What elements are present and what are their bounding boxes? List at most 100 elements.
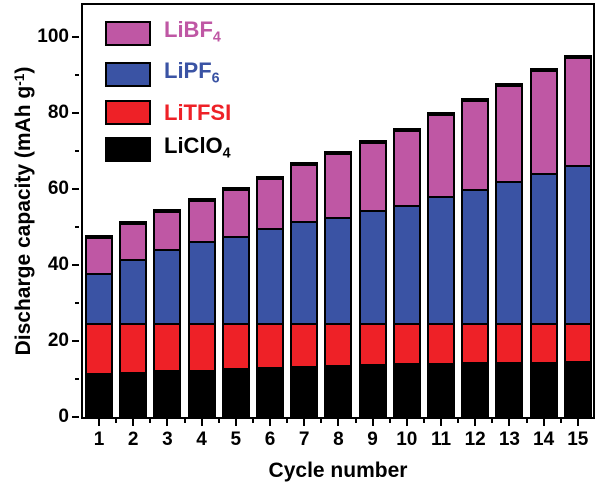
x-tick-label-5: 5 [230, 429, 242, 450]
legend-swatch-LiTFSI [105, 99, 151, 125]
y-major-tick-0 [72, 416, 79, 418]
bar-segment-LiClO4-cycle-11 [429, 362, 453, 417]
bar-segment-LiPF6-cycle-14 [531, 172, 556, 324]
bar-segment-LiBF4-cycle-4 [189, 200, 214, 242]
y-minor-tick-30 [75, 302, 79, 304]
x-major-tick-3 [166, 419, 169, 426]
y-major-tick-40 [72, 264, 79, 266]
bar-segment-LiBF4-cycle-11 [429, 113, 453, 197]
bar-cycle-13 [495, 82, 524, 417]
plot-area: 0 20 40 60 80 100 1 2 3 4 5 6 7 8 9 10 11 12 13 14 15 LiBF4 L… [37, 3, 595, 450]
bar-segment-LiClO4-cycle-3 [155, 370, 180, 417]
bar-segment-LiBF4-cycle-15 [565, 57, 590, 165]
bar-segment-LiTFSI-cycle-8 [326, 323, 351, 365]
legend-swatch-LiClO4 [105, 136, 151, 162]
x-tick-label-6: 6 [264, 429, 276, 450]
bar-cycle-3 [153, 209, 182, 417]
legend-label-main-LiClO4: LiClO [164, 132, 223, 158]
y-major-tick-100 [72, 36, 79, 38]
x-major-tick-14 [542, 419, 545, 426]
y-tick-label-80: 80 [47, 102, 69, 123]
x-minor-tick-9 [388, 419, 391, 423]
x-tick-label-12: 12 [464, 429, 486, 450]
x-major-tick-10 [405, 419, 408, 426]
bar-segment-LiTFSI-cycle-10 [394, 323, 419, 364]
bar-cycle-5 [221, 187, 250, 417]
y-minor-tick-90 [75, 74, 79, 76]
legend-label-main-LiTFSI: LiTFSI [164, 99, 232, 125]
bar-segment-LiClO4-cycle-8 [326, 364, 351, 417]
bar-segment-LiTFSI-cycle-1 [87, 323, 111, 373]
bar-segment-LiClO4-cycle-5 [223, 367, 248, 417]
y-tick-label-100: 100 [37, 26, 69, 47]
x-tick-label-9: 9 [367, 429, 378, 450]
x-major-tick-7 [303, 419, 306, 426]
legend-row-LiTFSI: LiTFSI [105, 99, 232, 125]
y-tick-label-0: 0 [58, 406, 69, 427]
bar-segment-LiTFSI-cycle-15 [565, 323, 590, 362]
x-major-tick-8 [337, 419, 340, 426]
bar-segment-LiTFSI-cycle-12 [463, 323, 488, 363]
bar-segment-LiTFSI-cycle-7 [292, 323, 317, 367]
x-minor-tick-4 [217, 419, 220, 423]
bar-segment-LiPF6-cycle-10 [394, 204, 419, 324]
x-major-tick-1 [98, 419, 100, 426]
bar-segment-LiClO4-cycle-14 [531, 361, 556, 417]
x-tick-label-1: 1 [93, 429, 105, 450]
bar-cycle-4 [187, 198, 216, 417]
y-minor-tick-70 [75, 150, 79, 152]
bar-segment-LiBF4-cycle-1 [87, 236, 111, 273]
y-axis-title-superscript: -1 [12, 73, 27, 86]
bar-segment-LiTFSI-cycle-14 [531, 323, 556, 362]
legend-label-subscript-LiClO4: 4 [222, 144, 231, 161]
bar-segment-LiBF4-cycle-6 [258, 178, 282, 229]
bar-segment-LiClO4-cycle-12 [463, 362, 488, 417]
bar-cycle-12 [461, 98, 490, 417]
bar-segment-LiPF6-cycle-15 [565, 164, 590, 324]
bar-segment-LiClO4-cycle-4 [189, 369, 214, 417]
bar-segment-LiClO4-cycle-9 [360, 363, 385, 417]
bar-segment-LiClO4-cycle-10 [394, 363, 419, 417]
bar-segment-LiBF4-cycle-13 [497, 84, 522, 181]
x-minor-tick-5 [251, 419, 254, 423]
y-major-tick-60 [72, 188, 79, 190]
legend-swatch-LiBF4 [105, 21, 151, 47]
bar-segment-LiTFSI-cycle-6 [258, 323, 282, 367]
x-minor-tick-3 [183, 419, 186, 423]
x-major-tick-9 [371, 419, 374, 426]
x-tick-label-7: 7 [298, 429, 310, 450]
bar-segment-LiTFSI-cycle-13 [497, 323, 522, 362]
x-major-tick-6 [269, 419, 271, 426]
bar-cycle-7 [290, 162, 319, 417]
bar-segment-LiPF6-cycle-4 [189, 241, 214, 324]
legend-label-subscript-LiBF4: 4 [212, 29, 221, 46]
bar-segment-LiTFSI-cycle-3 [155, 323, 180, 371]
bar-cycle-11 [427, 111, 455, 417]
bar-segment-LiPF6-cycle-13 [497, 180, 522, 324]
bar-cycle-15 [563, 55, 592, 417]
bar-segment-LiPF6-cycle-8 [326, 217, 351, 324]
x-major-tick-15 [576, 419, 579, 426]
bar-segment-LiTFSI-cycle-4 [189, 323, 214, 370]
bar-segment-LiPF6-cycle-11 [429, 196, 453, 324]
bar-segment-LiBF4-cycle-3 [155, 211, 180, 249]
bar-segment-LiClO4-cycle-6 [258, 366, 282, 417]
x-minor-tick-6 [286, 419, 289, 423]
bar-cycle-14 [529, 67, 558, 417]
bar-segment-LiTFSI-cycle-9 [360, 323, 385, 364]
x-tick-label-14: 14 [533, 429, 555, 450]
bar-cycle-1 [85, 234, 113, 417]
bar-segment-LiPF6-cycle-2 [121, 258, 146, 324]
x-major-tick-13 [508, 419, 511, 426]
x-axis-title: Cycle number [268, 459, 408, 482]
y-minor-tick-10 [75, 378, 79, 380]
bar-segment-LiTFSI-cycle-5 [223, 323, 248, 368]
bar-segment-LiPF6-cycle-3 [155, 248, 180, 324]
x-minor-tick-7 [320, 419, 323, 423]
y-tick-label-40: 40 [47, 254, 69, 275]
bar-segment-LiBF4-cycle-7 [292, 164, 317, 221]
x-tick-label-15: 15 [567, 429, 589, 450]
x-tick-label-11: 11 [430, 429, 452, 450]
x-major-tick-5 [234, 419, 237, 426]
